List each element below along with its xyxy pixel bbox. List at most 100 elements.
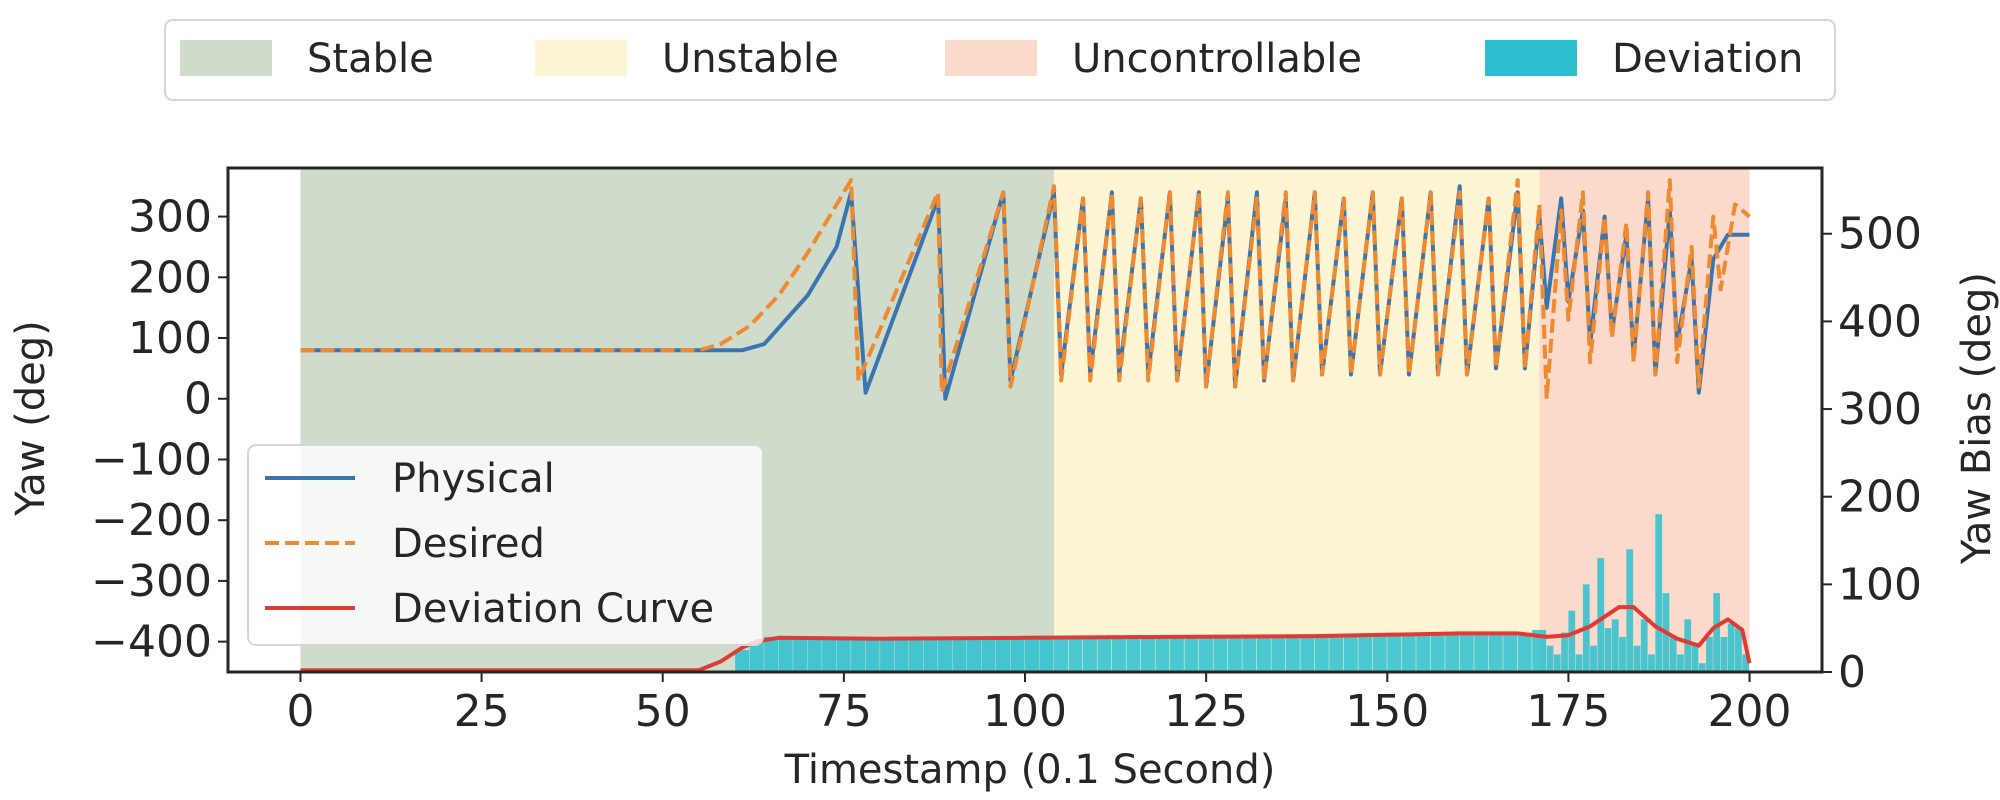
deviation-bar (1111, 638, 1126, 672)
y-tick-label: 200 (128, 252, 212, 303)
deviation-bar (909, 638, 924, 672)
y-axis: −400 −300 −200 −100 0 100 200 300 (91, 192, 228, 668)
deviation-bar (923, 638, 938, 672)
deviation-bar (1698, 663, 1706, 672)
deviation-bar (1706, 636, 1713, 672)
deviation-bar (1198, 636, 1213, 672)
deviation-bars (735, 514, 1750, 672)
y2-tick-label: 200 (1838, 472, 1922, 523)
deviation-bar (1684, 619, 1692, 672)
legend-label-deviation-curve: Deviation Curve (392, 586, 714, 632)
deviation-bar (1561, 632, 1568, 672)
deviation-bar (1039, 638, 1054, 672)
deviation-bar (1742, 654, 1750, 672)
deviation-bar (1546, 645, 1554, 672)
deviation-bar (807, 638, 822, 672)
x-tick-label: 100 (983, 686, 1067, 737)
deviation-bar (1430, 633, 1445, 672)
deviation-bar (1488, 632, 1503, 672)
deviation-bar (1155, 636, 1170, 672)
deviation-bar (793, 638, 808, 672)
deviation-bar (778, 638, 793, 672)
deviation-bar (981, 638, 996, 672)
y2-axis: 0 100 200 300 400 500 (1822, 209, 1922, 698)
y-tick-label: 100 (128, 313, 212, 364)
deviation-bar (1271, 636, 1286, 672)
y2-tick-label: 300 (1838, 384, 1922, 435)
deviation-bar (1097, 638, 1112, 672)
deviation-bar (1401, 633, 1416, 672)
deviation-bar (1648, 654, 1655, 672)
deviation-bar (1626, 549, 1634, 672)
deviation-bar (1082, 638, 1097, 672)
deviation-bar (1329, 635, 1344, 672)
y-tick-label: 0 (184, 374, 212, 425)
x-tick-label: 150 (1345, 686, 1429, 737)
y2-tick-label: 500 (1838, 209, 1922, 260)
deviation-bar (836, 638, 851, 672)
deviation-bar (1459, 633, 1474, 672)
y-tick-label: −400 (91, 617, 212, 668)
deviation-bar (865, 638, 880, 672)
legend-label-desired: Desired (392, 521, 545, 567)
deviation-bar (1590, 645, 1597, 672)
deviation-bar (1387, 635, 1402, 672)
deviation-bar (1358, 635, 1373, 672)
y-tick-label: −100 (91, 434, 212, 485)
legend-label-deviation: Deviation (1612, 36, 1803, 82)
y2-axis-label: Yaw Bias (deg) (1954, 272, 2000, 565)
deviation-bar (1691, 645, 1699, 672)
deviation-bar (822, 638, 837, 672)
x-tick-label: 125 (1164, 686, 1248, 737)
deviation-bar (1619, 636, 1626, 672)
x-axis: 0 25 50 75 100 125 150 175 200 (286, 672, 1792, 737)
x-axis-label: Timestamp (0.1 Second) (784, 747, 1276, 793)
deviation-bar (1597, 558, 1605, 672)
deviation-bar (1300, 636, 1315, 672)
deviation-bar (1720, 636, 1728, 672)
legend-swatch-deviation (1485, 40, 1577, 76)
deviation-bar (1735, 628, 1742, 672)
deviation-bar (1314, 635, 1329, 672)
deviation-bar (1568, 610, 1576, 672)
deviation-bar (1604, 628, 1612, 672)
deviation-bar (1213, 636, 1228, 672)
deviation-bar (1169, 636, 1184, 672)
deviation-bar (1669, 636, 1677, 672)
top-legend: Stable Unstable Uncontrollable Deviation (164, 19, 1836, 101)
deviation-bar (1010, 638, 1025, 672)
y2-tick-label: 0 (1838, 647, 1866, 698)
deviation-bar (1640, 619, 1648, 672)
deviation-bar (1416, 633, 1431, 672)
deviation-bar (851, 638, 866, 672)
region-unstable (1053, 168, 1540, 672)
x-tick-label: 50 (635, 686, 691, 737)
deviation-bar (1068, 638, 1083, 672)
legend-label-stable: Stable (307, 36, 434, 82)
deviation-bar (1140, 636, 1155, 672)
x-tick-label: 25 (454, 686, 510, 737)
legend-swatch-stable (180, 40, 272, 76)
deviation-bar (1474, 632, 1489, 672)
deviation-bar (1611, 619, 1619, 672)
x-tick-label: 0 (286, 686, 314, 737)
deviation-bar (1677, 654, 1684, 672)
legend-label-uncontrollable: Uncontrollable (1072, 36, 1362, 82)
deviation-bar (764, 636, 779, 672)
series-legend: Physical Desired Deviation Curve (247, 444, 764, 646)
deviation-bar (1713, 593, 1721, 672)
deviation-bar (1053, 638, 1068, 672)
deviation-bar (749, 641, 764, 672)
deviation-bar (1503, 632, 1518, 672)
deviation-bar (1532, 629, 1547, 672)
deviation-bar (1126, 638, 1141, 672)
deviation-bar (1242, 636, 1257, 672)
deviation-bar (1256, 636, 1271, 672)
y-axis-label: Yaw (deg) (8, 320, 54, 516)
deviation-bar (880, 638, 895, 672)
deviation-bar (952, 638, 967, 672)
deviation-bar (1445, 633, 1460, 672)
deviation-bar (1575, 654, 1583, 672)
y-tick-label: 300 (128, 192, 212, 243)
